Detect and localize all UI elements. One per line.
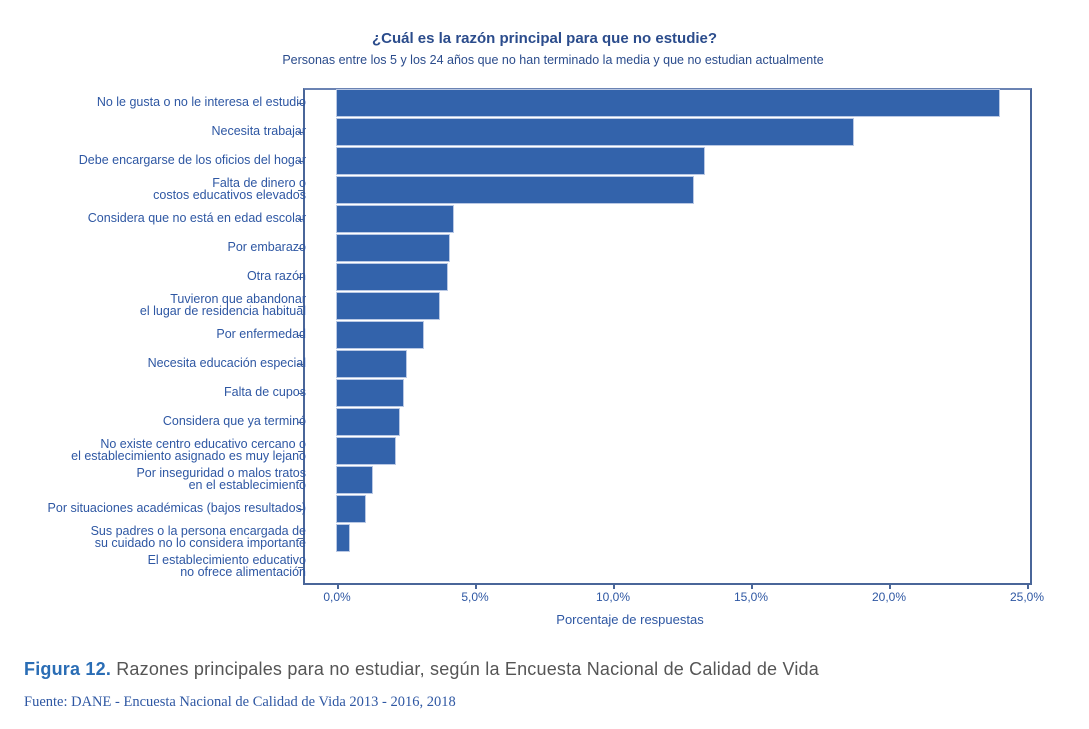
x-tick xyxy=(337,583,339,589)
bar xyxy=(337,206,453,232)
y-tick xyxy=(298,479,304,481)
y-tick xyxy=(298,508,304,510)
y-tick xyxy=(298,392,304,394)
chart-subtitle: Personas entre los 5 y los 24 años que n… xyxy=(282,53,824,67)
y-tick xyxy=(298,247,304,249)
chart-title: ¿Cuál es la razón principal para que no … xyxy=(371,30,718,47)
category-label: Por situaciones académicas (bajos result… xyxy=(47,501,306,515)
category-label: Tuvieron que abandonar el lugar de resid… xyxy=(139,292,306,318)
x-tick-label: 5,0% xyxy=(461,590,489,604)
category-label: Debe encargarse de los oficios del hogar xyxy=(78,153,306,167)
figure-caption: Figura 12. Razones principales para no e… xyxy=(24,659,819,680)
category-label: Por enfermedad xyxy=(216,327,306,341)
x-tick xyxy=(475,583,477,589)
bar xyxy=(337,235,449,261)
y-tick xyxy=(298,160,304,162)
y-tick xyxy=(298,131,304,133)
x-tick-label: 10,0% xyxy=(595,590,631,604)
bar xyxy=(337,177,694,203)
x-tick xyxy=(751,583,753,589)
bar xyxy=(337,525,350,551)
x-tick-label: 25,0% xyxy=(1009,590,1045,604)
bar xyxy=(337,409,400,435)
category-label: Falta de cupos xyxy=(224,385,306,399)
category-label: Sus padres o la persona encargada de su … xyxy=(90,524,306,550)
category-label: Falta de dinero o costos educativos elev… xyxy=(153,176,306,202)
y-tick xyxy=(298,363,304,365)
source-note: Fuente: DANE - Encuesta Nacional de Cali… xyxy=(24,694,456,710)
x-axis-title: Porcentaje de respuestas xyxy=(556,612,704,627)
bar xyxy=(337,293,440,319)
y-tick xyxy=(298,189,304,191)
category-label: Considera que ya terminó xyxy=(162,414,306,428)
x-tick-label: 15,0% xyxy=(733,590,769,604)
y-tick xyxy=(298,305,304,307)
x-tick-label: 20,0% xyxy=(871,590,907,604)
bar xyxy=(337,496,365,522)
bar xyxy=(337,467,372,493)
x-tick-label: 0,0% xyxy=(323,590,351,604)
y-tick xyxy=(298,450,304,452)
category-label: Considera que no está en edad escolar xyxy=(87,211,306,225)
category-label: Otra razón xyxy=(246,269,306,283)
x-tick xyxy=(889,583,891,589)
y-tick xyxy=(298,537,304,539)
category-label: Por embarazo xyxy=(227,240,306,254)
x-tick xyxy=(1027,583,1029,589)
bar xyxy=(337,322,423,348)
bar xyxy=(337,351,406,377)
y-tick xyxy=(298,218,304,220)
plot-area xyxy=(303,88,1032,585)
bar xyxy=(337,148,705,174)
category-label: No le gusta o no le interesa el estudio xyxy=(96,95,306,109)
bar xyxy=(337,438,395,464)
y-tick xyxy=(298,421,304,423)
y-tick xyxy=(298,566,304,568)
y-tick xyxy=(298,276,304,278)
figure-label: Figura 12. xyxy=(24,659,112,679)
category-label: El establecimiento educativo no ofrece a… xyxy=(147,553,306,579)
category-label: Necesita educación especial xyxy=(147,356,306,370)
category-label: No existe centro educativo cercano o el … xyxy=(71,437,306,463)
category-label: Por inseguridad o malos tratos en el est… xyxy=(136,466,306,492)
bar xyxy=(337,380,404,406)
x-tick xyxy=(613,583,615,589)
y-tick xyxy=(298,102,304,104)
figure-caption-text: Razones principales para no estudiar, se… xyxy=(111,659,819,679)
bar xyxy=(337,264,448,290)
bar xyxy=(337,90,1000,116)
y-tick xyxy=(298,334,304,336)
bar xyxy=(337,119,854,145)
category-label: Necesita trabajar xyxy=(211,124,307,138)
